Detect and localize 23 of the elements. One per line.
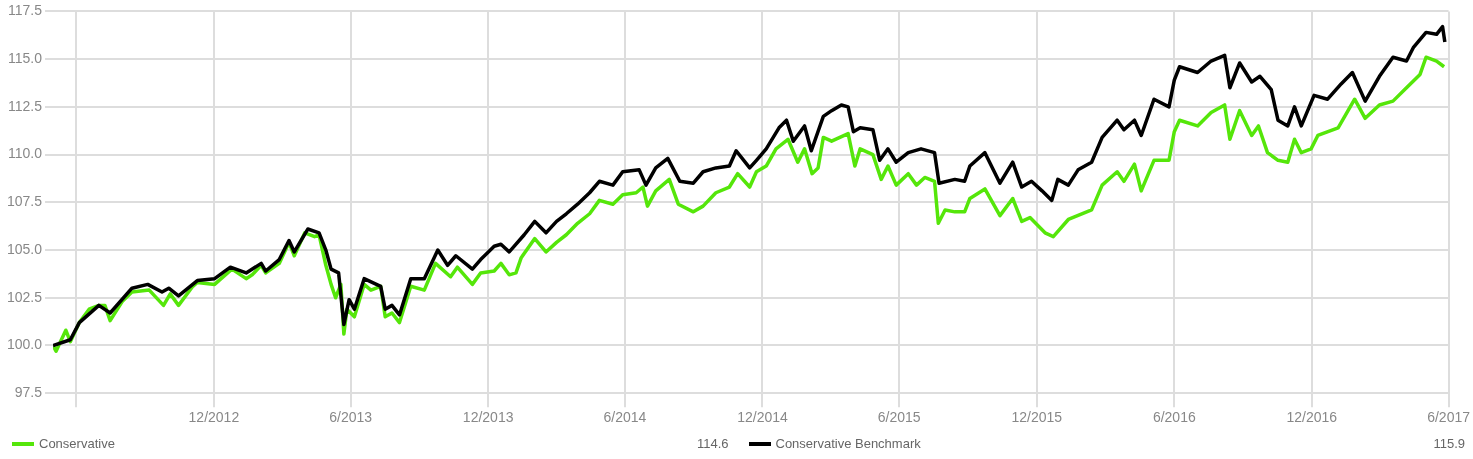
y-tick-label: 115.0 <box>8 49 43 66</box>
legend-label: Conservative <box>39 436 115 451</box>
y-tick-label: 117.5 <box>8 2 43 19</box>
x-tick-label: 12/2014 <box>737 409 788 426</box>
y-tick-label: 107.5 <box>6 193 43 210</box>
x-tick-label: 12/2016 <box>1286 409 1338 426</box>
x-tick-label: 6/2016 <box>1152 409 1196 426</box>
x-tick-label: 12/2015 <box>1011 409 1063 426</box>
x-tick-label: 6/2017 <box>1427 409 1471 426</box>
y-tick-label: 100.0 <box>6 336 43 353</box>
x-tick-label: 6/2015 <box>877 409 921 426</box>
y-tick-label: 97.5 <box>14 384 43 401</box>
x-tick-label: 6/2014 <box>603 409 647 426</box>
y-tick-label: 112.5 <box>8 97 43 114</box>
y-tick-label: 102.5 <box>6 288 43 305</box>
x-tick-label: 12/2013 <box>462 409 514 426</box>
y-tick-label: 105.0 <box>6 240 43 257</box>
x-tick-label: 6/2013 <box>329 409 373 426</box>
y-tick-label: 110.0 <box>8 145 43 162</box>
x-tick-label: 12/2012 <box>188 409 240 426</box>
text: 115.9 <box>1433 436 1465 451</box>
text: 114.6 <box>696 436 729 451</box>
legend-label: Conservative Benchmark <box>775 436 921 451</box>
